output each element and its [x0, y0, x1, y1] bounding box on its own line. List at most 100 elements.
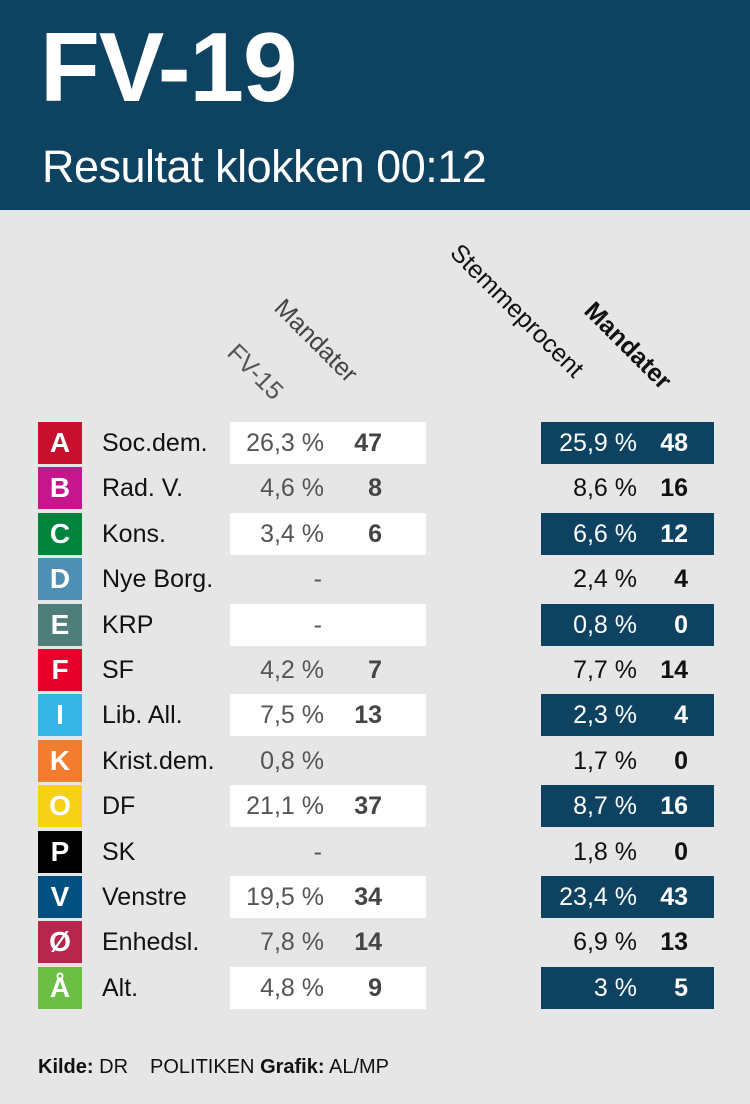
- publisher-name: POLITIKEN: [150, 1056, 255, 1078]
- fv15-seats: 9: [368, 974, 382, 1002]
- fv19-row-box: [541, 422, 714, 464]
- table-row: Å Alt. 4,8 % 9 3 % 5: [0, 967, 750, 1009]
- table-row: I Lib. All. 7,5 % 13 2,3 % 4: [0, 694, 750, 736]
- fv15-seats: [330, 604, 382, 646]
- fv15-seats: [330, 558, 382, 600]
- fv19-seats: 12: [660, 520, 688, 548]
- fv15-seats: 37: [354, 792, 382, 820]
- fv15-percent: -: [313, 565, 322, 593]
- fv15-row-box: [230, 513, 426, 555]
- party-letter-badge: I: [38, 694, 82, 736]
- party-name: Alt.: [102, 974, 139, 1002]
- fv19-percent: 25,9 %: [559, 429, 637, 457]
- fv19-percent: 8,7 %: [573, 792, 637, 820]
- fv15-percent: 4,2 %: [260, 656, 324, 684]
- fv15-row-box: [230, 876, 426, 918]
- source-label: Kilde:: [38, 1056, 94, 1078]
- table-row: E KRP - 0,8 % 0: [0, 604, 750, 646]
- table-row: A Soc.dem. 26,3 % 47 25,9 % 48: [0, 422, 750, 464]
- fv19-seats: 43: [660, 883, 688, 911]
- fv15-percent: 0,8 %: [260, 747, 324, 775]
- table-row: F SF 4,2 % 7 7,7 % 14: [0, 649, 750, 691]
- fv19-row-box: [541, 604, 714, 646]
- column-header-mandater-fv15: Mandater: [268, 293, 364, 389]
- fv15-seats: 34: [354, 883, 382, 911]
- party-letter-badge: O: [38, 785, 82, 827]
- fv15-percent: 4,8 %: [260, 974, 324, 1002]
- header-banner: FV-19 Resultat klokken 00:12: [0, 0, 750, 210]
- table-row: D Nye Borg. - 2,4 % 4: [0, 558, 750, 600]
- fv19-percent: 7,7 %: [573, 656, 637, 684]
- page-subtitle: Resultat klokken 00:12: [42, 141, 487, 192]
- source-value: DR: [99, 1056, 129, 1078]
- fv19-seats: 13: [660, 928, 688, 956]
- party-letter-badge: D: [38, 558, 82, 600]
- fv15-percent: 21,1 %: [246, 792, 324, 820]
- page-title: FV-19: [40, 12, 297, 122]
- footer-credits: Kilde: DR POLITIKEN Grafik: AL/MP: [38, 1056, 389, 1079]
- fv19-seats: 16: [660, 474, 688, 502]
- party-name: Nye Borg.: [102, 565, 214, 593]
- fv19-percent: 1,7 %: [573, 747, 637, 775]
- fv19-row-box: [541, 513, 714, 555]
- column-header-fv15: FV-15: [221, 338, 289, 406]
- fv15-seats: 7: [368, 656, 382, 684]
- fv19-percent: 3 %: [593, 974, 637, 1002]
- fv19-percent: 2,4 %: [573, 565, 637, 593]
- fv15-percent: 4,6 %: [260, 474, 324, 502]
- fv19-seats: 0: [674, 747, 688, 775]
- party-letter-badge: Ø: [38, 921, 82, 963]
- party-letter-badge: P: [38, 831, 82, 873]
- fv15-percent: 3,4 %: [260, 520, 324, 548]
- party-letter-badge: A: [38, 422, 82, 464]
- graphic-value: AL/MP: [328, 1056, 390, 1078]
- party-letter-badge: F: [38, 649, 82, 691]
- party-name: Kons.: [102, 520, 166, 548]
- fv15-percent: -: [313, 838, 322, 866]
- table-row: Ø Enhedsl. 7,8 % 14 6,9 % 13: [0, 921, 750, 963]
- party-name: SK: [102, 838, 136, 866]
- fv15-row-box: [230, 694, 426, 736]
- table-row: K Krist.dem. 0,8 % 1,7 % 0: [0, 740, 750, 782]
- fv19-percent: 0,8 %: [573, 611, 637, 639]
- fv15-seats: [330, 831, 382, 873]
- table-row: P SK - 1,8 % 0: [0, 831, 750, 873]
- fv19-percent: 1,8 %: [573, 838, 637, 866]
- party-name: Soc.dem.: [102, 429, 208, 457]
- party-letter-badge: B: [38, 467, 82, 509]
- column-header-mandater-fv19: Mandater: [578, 296, 678, 395]
- fv19-row-box: [541, 876, 714, 918]
- fv19-row-box: [541, 785, 714, 827]
- fv19-seats: 5: [674, 974, 688, 1002]
- fv15-seats: [330, 740, 382, 782]
- fv15-seats: 13: [354, 701, 382, 729]
- party-letter-badge: E: [38, 604, 82, 646]
- fv15-row-box: [230, 967, 426, 1009]
- fv15-seats: 6: [368, 520, 382, 548]
- fv15-seats: 14: [354, 928, 382, 956]
- fv19-seats: 4: [674, 565, 688, 593]
- fv19-row-box: [541, 967, 714, 1009]
- fv19-seats: 48: [660, 429, 688, 457]
- party-name: DF: [102, 792, 136, 820]
- fv15-seats: 47: [354, 429, 382, 457]
- table-row: B Rad. V. 4,6 % 8 8,6 % 16: [0, 467, 750, 509]
- party-name: Krist.dem.: [102, 747, 215, 775]
- fv15-percent: 7,5 %: [260, 701, 324, 729]
- fv19-percent: 6,6 %: [573, 520, 637, 548]
- fv19-seats: 16: [660, 792, 688, 820]
- fv15-percent: 19,5 %: [246, 883, 324, 911]
- fv19-seats: 14: [660, 656, 688, 684]
- fv19-percent: 8,6 %: [573, 474, 637, 502]
- fv19-seats: 0: [674, 611, 688, 639]
- graphic-label: Grafik:: [260, 1056, 325, 1078]
- fv15-percent: 26,3 %: [246, 429, 324, 457]
- fv19-row-box: [541, 694, 714, 736]
- party-letter-badge: K: [38, 740, 82, 782]
- party-name: Enhedsl.: [102, 928, 200, 956]
- party-name: Venstre: [102, 883, 187, 911]
- table-row: C Kons. 3,4 % 6 6,6 % 12: [0, 513, 750, 555]
- fv15-seats: 8: [368, 474, 382, 502]
- fv19-percent: 6,9 %: [573, 928, 637, 956]
- party-letter-badge: C: [38, 513, 82, 555]
